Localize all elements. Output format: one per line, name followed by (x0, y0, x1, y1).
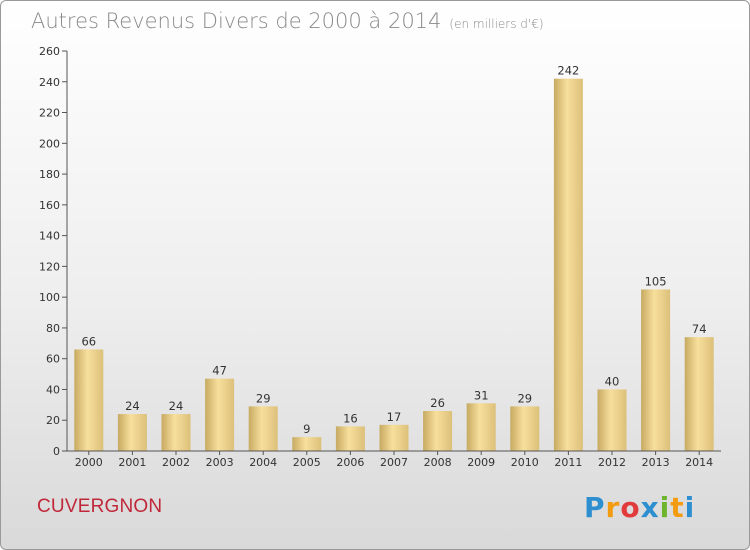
commune-name: CUVERGNON (37, 496, 163, 517)
bar-2013 (641, 289, 671, 451)
logo-letter: x (640, 491, 660, 524)
bar-2011 (553, 78, 583, 451)
x-tick-label-2003: 2003 (206, 456, 234, 469)
bar-2003 (205, 378, 235, 451)
value-label-2001: 24 (125, 399, 140, 413)
value-label-2011: 242 (557, 64, 579, 78)
value-label-2007: 17 (387, 410, 402, 424)
logo-letter: i (684, 491, 696, 524)
bar-2001 (117, 414, 147, 451)
bar-2006 (335, 426, 365, 451)
value-label-2010: 29 (517, 391, 532, 405)
bar-2012 (597, 389, 627, 451)
value-label-2013: 105 (645, 274, 667, 288)
bars-group: 66 24 24 47 29 9 16 17 26 31 29 242 40 105 74 (74, 64, 714, 451)
x-tick-label-2014: 2014 (685, 456, 713, 469)
y-tick-label-140: 140 (39, 230, 60, 243)
chart-unit: (en milliers d'€) (449, 17, 544, 31)
proxiti-logo[interactable]: Proxiti (584, 491, 695, 524)
chart-title-text: Autres Revenus Divers de 2000 à 2014 (31, 9, 442, 33)
x-tick-label-2000: 2000 (75, 456, 103, 469)
value-label-2000: 66 (81, 334, 96, 348)
y-tick-label-160: 160 (39, 199, 60, 212)
logo-letter: t (670, 491, 685, 524)
x-tick-label-2002: 2002 (162, 456, 190, 469)
bar-2000 (74, 349, 104, 451)
axes-group: 2000 2001 2002 2003 2004 2005 2006 2007 2008 2009… (39, 45, 721, 469)
bar-2004 (248, 406, 278, 451)
value-label-2009: 31 (474, 388, 489, 402)
y-tick-label-180: 180 (39, 168, 60, 181)
x-tick-label-2010: 2010 (511, 456, 539, 469)
y-tick-label-200: 200 (39, 137, 60, 150)
bar-2014 (684, 337, 714, 451)
x-tick-label-2013: 2013 (642, 456, 670, 469)
y-tick-label-40: 40 (46, 383, 60, 396)
logo-letter: P (584, 491, 606, 524)
logo-letter: o (620, 491, 641, 524)
bar-2008 (423, 411, 453, 451)
chart-title: Autres Revenus Divers de 2000 à 2014 (en … (31, 9, 544, 33)
y-tick-label-220: 220 (39, 107, 60, 120)
bar-2010 (510, 406, 540, 451)
logo-letter: r (605, 491, 621, 524)
y-tick-label-80: 80 (46, 322, 60, 335)
value-label-2003: 47 (212, 364, 227, 378)
y-tick-label-260: 260 (39, 45, 60, 58)
y-tick-label-20: 20 (46, 414, 60, 427)
value-label-2012: 40 (605, 374, 620, 388)
bar-2005 (292, 437, 322, 451)
x-tick-label-2004: 2004 (249, 456, 277, 469)
bar-2009 (466, 403, 496, 451)
x-tick-label-2006: 2006 (336, 456, 364, 469)
y-tick-label-0: 0 (53, 445, 60, 458)
x-tick-label-2009: 2009 (467, 456, 495, 469)
value-label-2014: 74 (692, 322, 707, 336)
value-label-2008: 26 (430, 396, 445, 410)
x-tick-label-2005: 2005 (293, 456, 321, 469)
x-tick-label-2001: 2001 (118, 456, 146, 469)
x-tick-label-2007: 2007 (380, 456, 408, 469)
value-label-2006: 16 (343, 411, 358, 425)
bar-2002 (161, 414, 191, 451)
y-tick-label-240: 240 (39, 76, 60, 89)
value-label-2002: 24 (169, 399, 184, 413)
logo-letter: i (659, 491, 671, 524)
y-tick-label-60: 60 (46, 353, 60, 366)
value-label-2004: 29 (256, 391, 271, 405)
x-tick-label-2008: 2008 (424, 456, 452, 469)
x-tick-label-2012: 2012 (598, 456, 626, 469)
x-tick-label-2011: 2011 (554, 456, 582, 469)
y-tick-label-120: 120 (39, 260, 60, 273)
bar-2007 (379, 424, 409, 451)
y-tick-label-100: 100 (39, 291, 60, 304)
value-label-2005: 9 (303, 422, 310, 436)
